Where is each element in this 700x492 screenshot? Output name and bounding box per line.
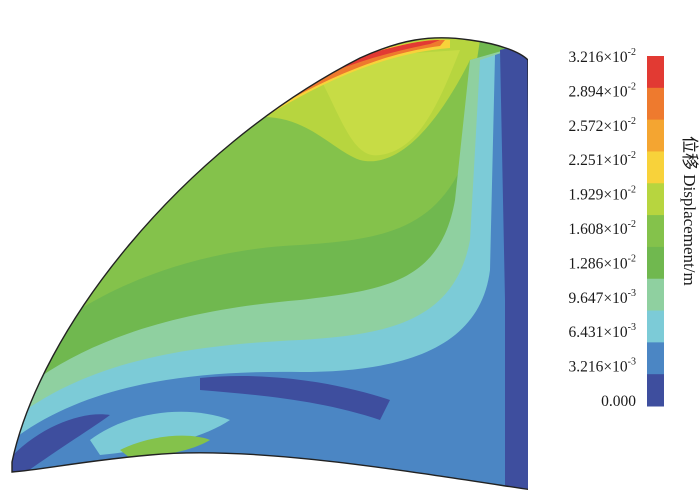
colorbar-tick-label: 1.608×10-2 [569,219,636,238]
colorbar-tick-label: 3.216×10-3 [569,357,636,376]
contour-pocket-cyan [90,411,230,455]
colorbar-tick-label: 6.431×10-3 [569,322,636,341]
contour-band-blue [12,40,532,490]
colorbar [647,56,664,407]
colorbar-swatch [647,246,664,280]
colorbar-swatch [647,278,664,312]
contour-band-yellow-green [310,50,460,156]
colorbar-swatch [647,151,664,184]
contour-pocket-green [120,435,210,458]
contour-plot [12,37,532,490]
colorbar-swatch [647,183,664,216]
legend-panel [528,40,700,492]
colorbar-tick-label: 0.000 [601,393,636,410]
colorbar-title: 位移 Displacement/m [680,136,699,286]
colorbar-tick-label: 9.647×10-3 [569,288,636,307]
colorbar-tick-label: 1.929×10-2 [569,185,636,204]
colorbar-swatch [647,119,664,152]
colorbar-tick-label: 2.894×10-2 [569,81,636,100]
body-outline [11,37,533,491]
colorbar-swatch [647,310,664,343]
contour-band-dark-blue-base [200,376,390,420]
contour-band-dark-blue-corner [12,414,110,490]
colorbar-swatch [647,374,664,407]
colorbar-swatch [647,56,664,89]
colorbar-swatch [647,342,664,375]
colorbar-labels: 3.216×10-2 2.894×10-2 2.572×10-2 2.251×10-2… [569,47,637,410]
colorbar-swatch [647,87,664,121]
colorbar-tick-label: 2.572×10-2 [569,116,636,135]
colorbar-tick-label: 2.251×10-2 [569,150,636,169]
colorbar-swatch [647,215,664,248]
colorbar-tick-label: 1.286×10-2 [569,253,636,272]
contour-band-yellow [200,39,450,150]
colorbar-tick-label: 3.216×10-2 [569,47,636,66]
